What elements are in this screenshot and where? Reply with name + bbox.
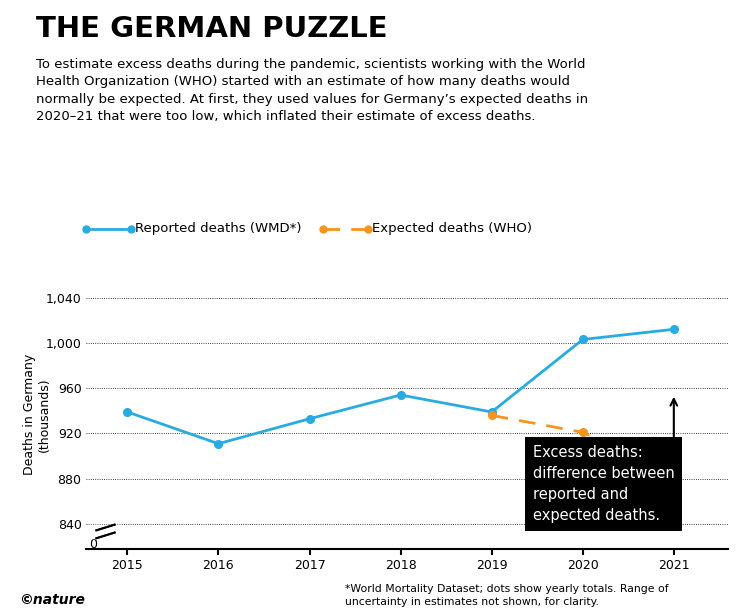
Text: Reported deaths (WMD*): Reported deaths (WMD*) bbox=[135, 222, 302, 235]
Text: 0: 0 bbox=[89, 538, 97, 551]
Text: Excess deaths:
difference between
reported and
expected deaths.: Excess deaths: difference between report… bbox=[532, 445, 674, 523]
Text: ©nature: ©nature bbox=[19, 593, 85, 607]
Text: To estimate excess deaths during the pandemic, scientists working with the World: To estimate excess deaths during the pan… bbox=[36, 58, 588, 123]
Text: THE GERMAN PUZZLE: THE GERMAN PUZZLE bbox=[36, 15, 388, 43]
Bar bbox=[89, 525, 122, 537]
Y-axis label: Deaths in Germany
(thousands): Deaths in Germany (thousands) bbox=[23, 354, 51, 475]
Text: Expected deaths (WHO): Expected deaths (WHO) bbox=[372, 222, 532, 235]
Text: *World Mortality Dataset; dots show yearly totals. Range of
uncertainty in estim: *World Mortality Dataset; dots show year… bbox=[345, 584, 669, 607]
